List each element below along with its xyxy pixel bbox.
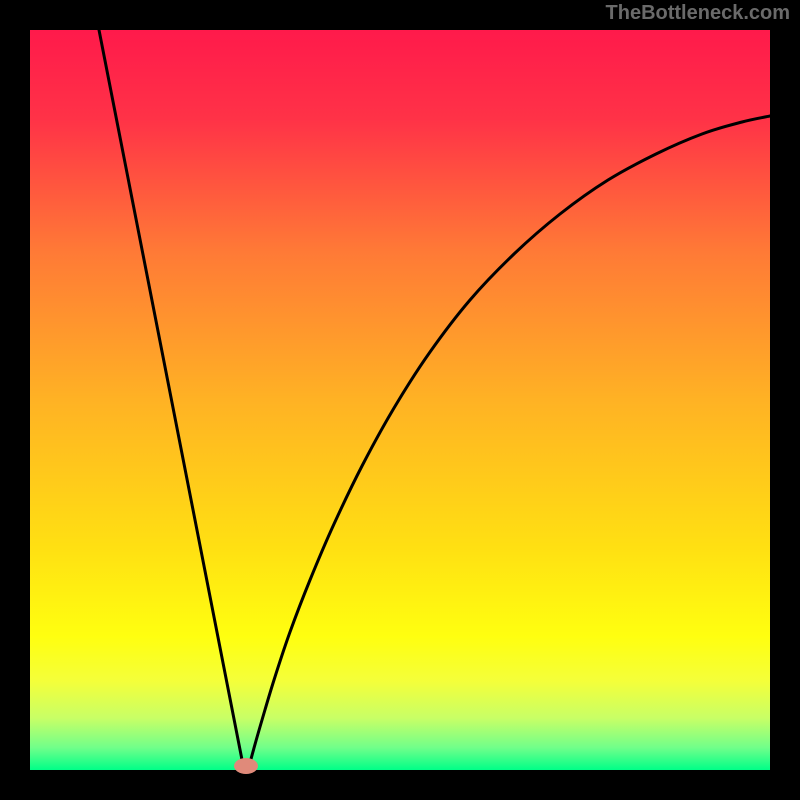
plot-area: [30, 30, 770, 770]
minimum-marker: [234, 758, 258, 774]
watermark-text: TheBottleneck.com: [606, 2, 790, 25]
bottleneck-curve: [30, 30, 770, 770]
chart-container: TheBottleneck.com: [0, 0, 800, 800]
